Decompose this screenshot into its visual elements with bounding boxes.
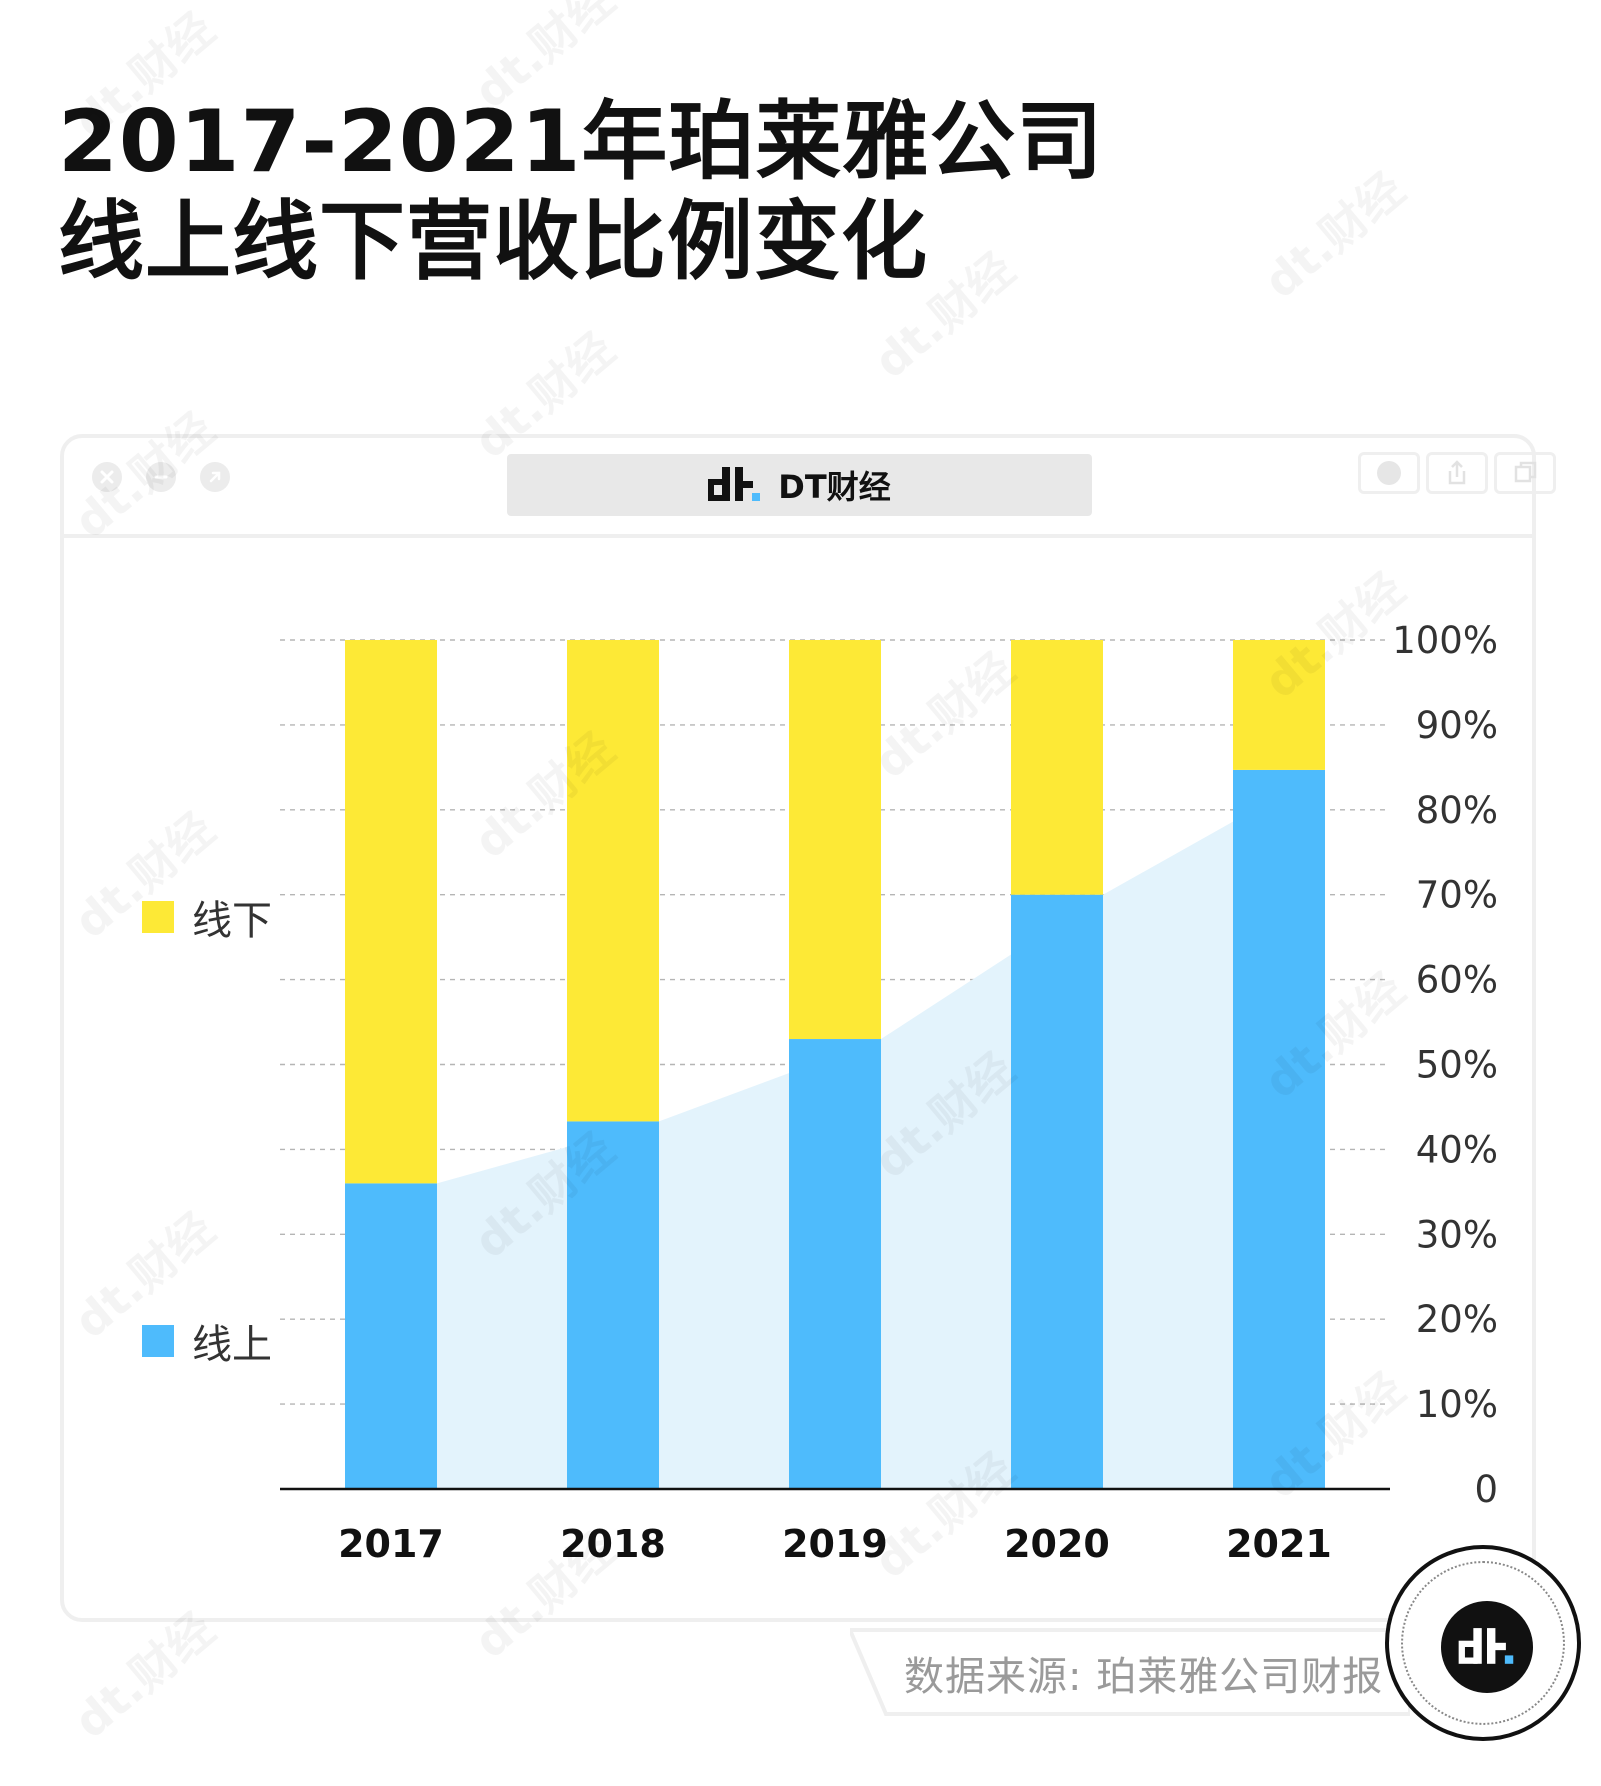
legend-label-offline: 线下 — [192, 898, 272, 944]
y-tick-label: 90% — [1416, 704, 1498, 747]
legend-item-online: 线上 — [142, 1312, 272, 1370]
y-tick-label: 70% — [1416, 874, 1498, 917]
bar-offline-2021 — [1233, 640, 1325, 770]
bar-online-2019 — [789, 1039, 881, 1489]
y-tick-label: 80% — [1416, 789, 1498, 832]
x-tick-label: 2019 — [782, 1522, 888, 1566]
bar-online-2018 — [567, 1121, 659, 1489]
y-tick-label: 0 — [1474, 1468, 1498, 1511]
y-tick-label: 100% — [1392, 619, 1498, 662]
bar-online-2020 — [1011, 894, 1103, 1489]
legend-swatch-online — [142, 1325, 174, 1357]
legend-swatch-offline — [142, 901, 174, 933]
share-icon[interactable] — [1426, 452, 1488, 494]
minimize-icon[interactable] — [146, 462, 176, 492]
bar-offline-2018 — [567, 640, 659, 1122]
y-tick-label: 50% — [1416, 1044, 1498, 1087]
dt-badge — [1385, 1545, 1581, 1741]
window-title-bar: DT财经 — [64, 438, 1556, 538]
x-tick-label: 2018 — [560, 1522, 666, 1566]
record-icon[interactable] — [1358, 452, 1420, 494]
copy-icon[interactable] — [1494, 452, 1556, 494]
dt-badge-logo-icon — [1441, 1601, 1533, 1693]
badge-ring — [1401, 1561, 1565, 1725]
source-tab — [850, 1628, 1410, 1716]
title-line-2: 线上线下营收比例变化 — [58, 192, 928, 292]
page-title: 2017-2021年珀莱雅公司 线上线下营收比例变化 — [58, 92, 1103, 292]
close-icon[interactable] — [92, 462, 122, 492]
y-tick-label: 40% — [1416, 1128, 1498, 1171]
maximize-icon[interactable] — [200, 462, 230, 492]
bar-online-2017 — [345, 1183, 437, 1489]
y-tick-label: 10% — [1416, 1383, 1498, 1426]
y-tick-label: 30% — [1416, 1213, 1498, 1256]
brand-name: DT财经 — [778, 468, 891, 506]
x-tick-label: 2020 — [1004, 1522, 1110, 1566]
x-tick-label: 2021 — [1226, 1522, 1332, 1566]
y-tick-label: 20% — [1416, 1298, 1498, 1341]
legend-label-online: 线上 — [192, 1322, 272, 1368]
y-tick-label: 60% — [1416, 959, 1498, 1002]
bar-offline-2020 — [1011, 640, 1103, 895]
bar-offline-2019 — [789, 640, 881, 1040]
bar-offline-2017 — [345, 640, 437, 1184]
address-bar: DT财经 — [507, 454, 1092, 516]
title-line-1: 2017-2021年珀莱雅公司 — [58, 92, 1104, 192]
bar-online-2021 — [1233, 769, 1325, 1489]
legend-item-offline: 线下 — [142, 888, 272, 946]
dt-logo-icon — [708, 467, 761, 501]
data-source: 数据来源: 珀莱雅公司财报 — [904, 1654, 1384, 1700]
x-tick-label: 2017 — [338, 1522, 444, 1566]
